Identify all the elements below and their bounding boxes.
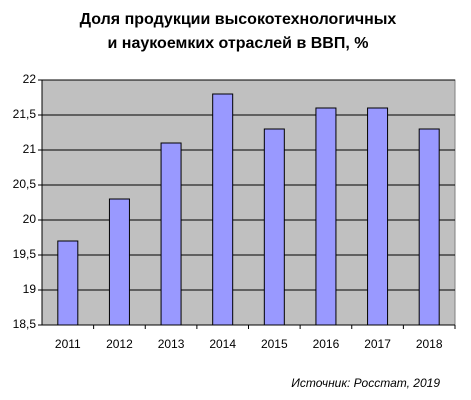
y-tick-label: 19 [23, 282, 37, 296]
x-tick-label: 2017 [364, 337, 391, 351]
bar [212, 93, 234, 326]
source-note: Источник: Росстат, 2019 [291, 376, 440, 390]
y-tick-label: 20 [23, 212, 37, 226]
chart-title: Доля продукции высокотехнологичных [80, 11, 397, 28]
y-tick-label: 21 [23, 142, 37, 156]
bar [367, 107, 389, 326]
bar [57, 240, 79, 326]
x-tick-label: 2011 [55, 337, 81, 351]
x-tick-label: 2018 [416, 337, 443, 351]
y-tick-label: 20,5 [13, 177, 37, 191]
x-tick-label: 2014 [209, 337, 236, 351]
bar [108, 198, 130, 326]
x-tick-label: 2016 [313, 337, 340, 351]
bar [418, 128, 440, 326]
x-tick-label: 2012 [106, 337, 133, 351]
y-tick-label: 19,5 [13, 247, 37, 261]
plot-area [41, 79, 456, 326]
x-tick-label: 2013 [158, 337, 185, 351]
y-tick-label: 21,5 [13, 107, 37, 121]
y-tick-label: 18,5 [13, 317, 37, 331]
x-tick-label: 2015 [261, 337, 288, 351]
bar [315, 107, 337, 326]
bar [160, 142, 182, 326]
bar [263, 128, 285, 326]
chart-title: и наукоемких отраслей в ВВП, % [108, 35, 369, 52]
y-tick-label: 22 [23, 72, 37, 86]
